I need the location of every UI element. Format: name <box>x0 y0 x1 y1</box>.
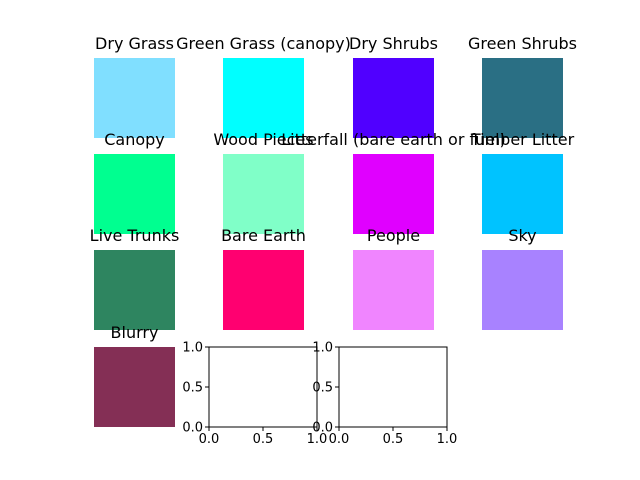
y-tick-label-0-0: 0.0 <box>182 421 203 436</box>
x-tick-label-0-2: 1.0 <box>307 432 328 447</box>
swatch-color-3 <box>482 58 563 138</box>
swatch-color-6 <box>353 154 434 234</box>
y-tick-label-1-0: 0.0 <box>312 421 333 436</box>
swatch-color-11 <box>482 250 563 330</box>
x-tick-label-1-0: 0.0 <box>329 432 350 447</box>
swatch-2: Dry Shrubs <box>349 34 438 138</box>
swatch-label-12: Blurry <box>111 323 159 342</box>
swatch-label-2: Dry Shrubs <box>349 34 438 53</box>
swatch-color-7 <box>482 154 563 234</box>
swatch-label-4: Canopy <box>104 130 165 149</box>
swatch-label-5: Wood Pieces <box>213 130 313 149</box>
swatch-label-7: Timber Litter <box>470 130 575 149</box>
swatch-color-5 <box>223 154 304 234</box>
empty-axes-1: 0.0 0.5 1.0 0.0 0.5 1.0 <box>312 341 457 448</box>
swatch-5: Wood Pieces <box>213 130 314 234</box>
swatch-label-9: Bare Earth <box>221 226 306 245</box>
y-tick-label-0-2: 1.0 <box>182 341 203 356</box>
swatch-3: Green Shrubs <box>468 34 577 138</box>
empty-axes-layer: 0.0 0.5 1.00.00.51.00.0 0.5 1.00.00.51.0 <box>182 341 457 448</box>
swatch-label-0: Dry Grass <box>95 34 174 53</box>
swatch-12: Blurry <box>94 323 175 427</box>
swatch-7: Timber Litter <box>470 130 575 234</box>
swatch-label-8: Live Trunks <box>90 226 180 245</box>
x-tick-label-1-2: 1.0 <box>437 432 458 447</box>
axes-frame-0 <box>208 346 318 428</box>
swatch-color-2 <box>353 58 434 138</box>
swatch-label-3: Green Shrubs <box>468 34 577 53</box>
swatch-color-4 <box>94 154 175 234</box>
swatch-11: Sky <box>482 226 563 330</box>
swatch-color-0 <box>94 58 175 138</box>
swatch-6: Litterfall (bare earth or fuel) <box>281 130 506 234</box>
swatch-1: Green Grass (canopy) <box>176 34 351 138</box>
x-tick-label-1-1: 0.5 <box>383 432 404 447</box>
swatch-color-10 <box>353 250 434 330</box>
empty-axes-0: 0.0 0.5 1.0 0.0 0.5 1.0 <box>182 341 327 448</box>
swatch-label-11: Sky <box>508 226 536 245</box>
y-tick-label-1-1: 0.5 <box>312 381 333 396</box>
swatch-layer: Dry Grass Green Grass (canopy)Dry Shrubs G… <box>90 34 577 427</box>
swatch-color-1 <box>223 58 304 138</box>
swatch-color-9 <box>223 250 304 330</box>
x-tick-label-0-1: 0.5 <box>253 432 274 447</box>
y-tick-label-0-1: 0.5 <box>182 381 203 396</box>
axes-frame-1 <box>338 346 448 428</box>
swatch-8: Live Trunks <box>90 226 180 330</box>
swatch-label-1: Green Grass (canopy) <box>176 34 351 53</box>
swatch-10: People <box>353 226 434 330</box>
swatch-label-6: Litterfall (bare earth or fuel) <box>281 130 506 149</box>
swatch-9: Bare Earth <box>221 226 306 330</box>
swatch-4: Canopy <box>94 130 175 234</box>
x-tick-label-0-0: 0.0 <box>199 432 220 447</box>
swatch-color-8 <box>94 250 175 330</box>
swatch-color-12 <box>94 347 175 427</box>
swatch-0: Dry Grass <box>94 34 175 138</box>
y-tick-label-1-2: 1.0 <box>312 341 333 356</box>
swatch-label-10: People <box>367 226 420 245</box>
